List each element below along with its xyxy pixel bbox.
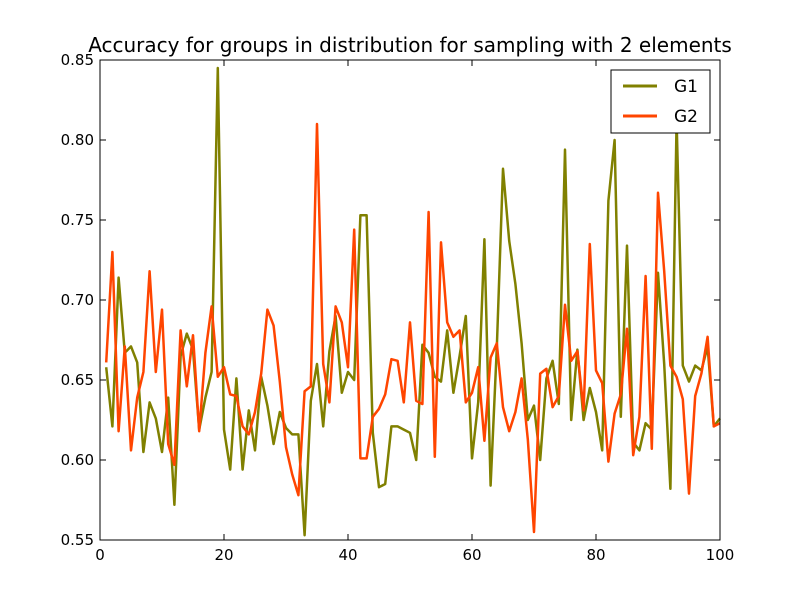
- x-tick-label: 100: [706, 546, 735, 564]
- y-tick-label: 0.55: [61, 531, 94, 549]
- x-tick-label: 40: [338, 546, 357, 564]
- legend-label-g2: G2: [674, 107, 698, 127]
- legend-label-g1: G1: [674, 77, 698, 97]
- y-tick-label: 0.85: [61, 51, 94, 69]
- x-tick-label: 0: [95, 546, 105, 564]
- y-tick-label: 0.70: [61, 291, 94, 309]
- series-line-g2: [104, 122, 721, 534]
- y-tick-label: 0.60: [61, 451, 94, 469]
- ticks-layer: 0 20 40 60 80 100 0.55 0.60 0.65 0.70 0.75 0.80 0.85: [61, 51, 735, 564]
- x-tick-label: 20: [214, 546, 233, 564]
- series-line-g1: [104, 66, 721, 537]
- series-layer: [104, 66, 721, 537]
- x-tick-label: 80: [586, 546, 605, 564]
- y-tick-label: 0.75: [61, 211, 94, 229]
- chart-title: Accuracy for groups in distribution for …: [88, 33, 732, 57]
- y-tick-label: 0.80: [61, 131, 94, 149]
- plot-background: [100, 60, 720, 540]
- legend: G1 G2: [610, 69, 711, 134]
- legend-box: [610, 69, 711, 134]
- y-tick-label: 0.65: [61, 371, 94, 389]
- x-tick-label: 60: [462, 546, 481, 564]
